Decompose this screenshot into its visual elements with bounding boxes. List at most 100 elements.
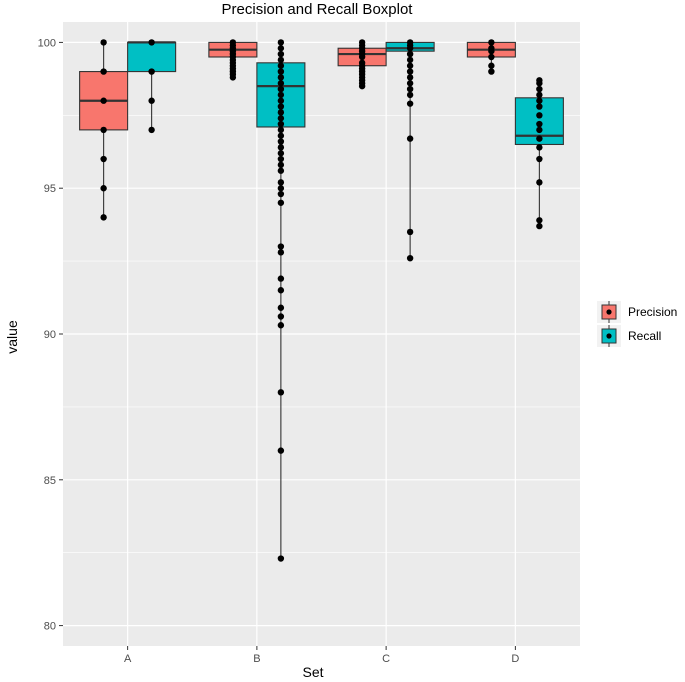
y-tick-label: 85 [44, 475, 56, 487]
y-tick-label: 95 [44, 183, 56, 195]
data-point [488, 47, 495, 55]
data-point [100, 68, 107, 75]
legend-key-precision [597, 301, 621, 323]
data-point [488, 39, 495, 46]
chart-title: Precision and Recall Boxplot [222, 1, 414, 18]
data-point [277, 322, 285, 329]
data-point [277, 150, 285, 157]
data-point [277, 74, 285, 81]
data-point [406, 50, 414, 58]
data-point [100, 185, 107, 192]
data-point [277, 243, 285, 250]
axes: 80 85 90 95 100 A B C D [38, 37, 520, 665]
data-point [536, 179, 543, 186]
data-points [100, 39, 543, 562]
data-point [277, 144, 285, 151]
data-point [277, 275, 285, 282]
data-point [277, 447, 285, 454]
data-point [277, 313, 285, 320]
legend-key-point [606, 333, 612, 339]
data-point [277, 249, 285, 256]
data-point [277, 115, 285, 122]
data-point [406, 85, 414, 93]
y-tick-label: 80 [44, 621, 56, 633]
data-point [100, 155, 107, 163]
data-point [277, 185, 285, 192]
data-point [100, 214, 107, 221]
data-point [277, 179, 285, 186]
y-axis-label: value [4, 320, 20, 354]
data-point [277, 304, 285, 311]
legend-key-point [606, 309, 612, 315]
data-point [536, 155, 543, 163]
data-point [100, 126, 107, 134]
data-point [488, 68, 495, 75]
data-point [277, 68, 285, 75]
data-point [277, 50, 285, 58]
data-point [488, 62, 495, 69]
x-axis-label: Set [302, 664, 323, 680]
data-point [406, 80, 414, 87]
data-point [277, 190, 285, 198]
data-point [277, 555, 285, 562]
data-point [277, 120, 285, 128]
data-point [277, 161, 285, 169]
data-point [536, 80, 543, 87]
legend-key-recall [597, 325, 621, 347]
legend-label: Recall [628, 329, 661, 343]
data-point [100, 97, 107, 104]
data-point [406, 100, 414, 107]
data-point [277, 103, 285, 110]
data-point [406, 74, 414, 81]
data-point [277, 39, 285, 46]
data-point [406, 135, 414, 142]
data-point [277, 287, 285, 294]
data-point [358, 53, 366, 61]
data-point [406, 62, 414, 69]
data-point [277, 167, 285, 174]
data-point [277, 85, 285, 93]
data-point [536, 217, 543, 224]
data-point [536, 91, 543, 99]
data-point [148, 39, 155, 46]
data-point [277, 97, 285, 104]
data-point [100, 39, 107, 46]
data-point [277, 45, 285, 52]
data-point [148, 68, 155, 75]
data-point [148, 97, 155, 104]
data-point [406, 45, 414, 52]
data-point [406, 228, 414, 236]
data-point [536, 112, 543, 119]
legend-label: Precision [628, 305, 677, 319]
data-point [536, 222, 543, 230]
data-point [536, 97, 543, 104]
data-point [277, 109, 285, 116]
box-body [127, 41, 177, 73]
x-tick-label: C [382, 653, 390, 665]
data-point [406, 68, 414, 75]
data-point [277, 389, 285, 396]
x-tick-label: A [124, 653, 132, 665]
y-tick-label: 100 [38, 37, 56, 49]
data-point [536, 120, 543, 128]
data-point [536, 85, 543, 93]
data-point [406, 56, 414, 64]
data-point [277, 138, 285, 145]
data-point [277, 199, 285, 206]
data-point [277, 155, 285, 163]
data-point [229, 74, 237, 81]
data-point [536, 126, 543, 134]
data-point [277, 126, 285, 134]
data-point [277, 56, 285, 64]
data-point [488, 53, 495, 61]
data-point [277, 91, 285, 99]
data-point [358, 82, 366, 90]
x-tick-label: B [253, 653, 260, 665]
data-point [277, 62, 285, 69]
data-point [536, 103, 543, 110]
data-point [406, 91, 414, 99]
x-tick-label: D [511, 653, 519, 665]
data-point [148, 126, 155, 134]
grid-lines [63, 22, 580, 646]
